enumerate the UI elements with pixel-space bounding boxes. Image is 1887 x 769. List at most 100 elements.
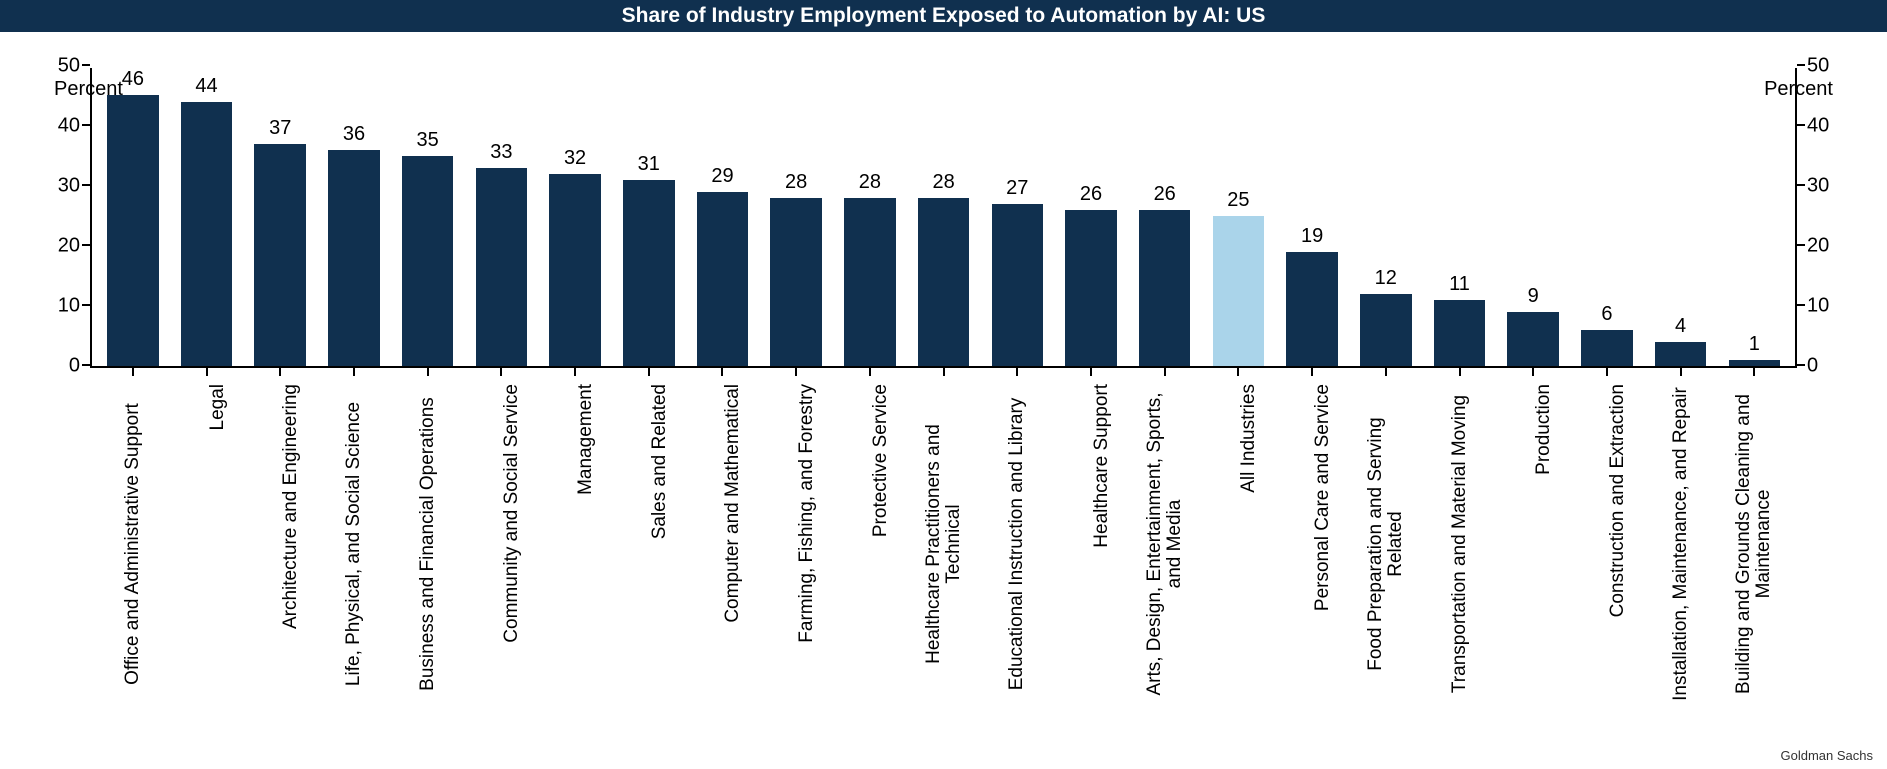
bar-slot: 46: [96, 68, 170, 366]
bar: [1507, 312, 1559, 366]
bar: [1065, 210, 1117, 366]
y-tick-mark: [1797, 184, 1805, 186]
x-tick-mark: [1164, 368, 1166, 376]
x-tick-mark: [427, 368, 429, 376]
x-category-label: Computer and Mathematical: [722, 384, 744, 623]
bar-value-label: 11: [1449, 273, 1470, 296]
x-category-label: Business and Financial Operations: [418, 384, 438, 704]
y-tick-mark: [1797, 364, 1805, 366]
bar-slot: 26: [1054, 68, 1128, 366]
x-label-slot: Management: [538, 374, 612, 714]
x-category-label: Management: [575, 384, 597, 495]
x-tick-mark: [132, 368, 134, 376]
x-category-label: Production: [1533, 384, 1555, 475]
x-category-label: Healthcare Support: [1091, 384, 1113, 548]
y-tick-mark: [82, 64, 90, 66]
chart-container: Percent Percent 01020304050 01020304050 …: [30, 68, 1857, 714]
bar-value-label: 6: [1601, 303, 1612, 326]
bar-value-label: 1: [1749, 333, 1760, 356]
bar: [992, 204, 1044, 366]
x-label-slot: All Industries: [1202, 374, 1276, 714]
bar-value-label: 27: [1006, 177, 1028, 200]
x-label-slot: Protective Service: [833, 374, 907, 714]
bar-slot: 35: [391, 68, 465, 366]
bar-value-label: 25: [1227, 189, 1249, 212]
x-category-label: Installation, Maintenance, and Repair: [1671, 384, 1691, 704]
y-tick-mark: [1797, 244, 1805, 246]
bar-slot: 25: [1202, 68, 1276, 366]
x-category-label: Sales and Related: [649, 384, 671, 539]
y-tick-label: 10: [50, 295, 80, 318]
y-tick-label: 40: [50, 115, 80, 138]
x-label-slot: Personal Care and Service: [1275, 374, 1349, 714]
x-tick-mark: [1532, 368, 1534, 376]
x-label-slot: Production: [1496, 374, 1570, 714]
bar: [181, 102, 233, 366]
x-category-label: Educational Instruction and Library: [1007, 384, 1027, 704]
bar-value-label: 44: [195, 75, 217, 98]
x-tick-mark: [1753, 368, 1755, 376]
bar-slot: 26: [1128, 68, 1202, 366]
bar-value-label: 26: [1154, 183, 1176, 206]
x-label-slot: Construction and Extraction: [1570, 374, 1644, 714]
bar-slot: 4: [1644, 68, 1718, 366]
y-tick-label: 10: [1807, 295, 1837, 318]
x-label-slot: Healthcare Support: [1054, 374, 1128, 714]
x-tick-mark: [943, 368, 945, 376]
y-tick-mark: [1797, 304, 1805, 306]
bar: [918, 198, 970, 366]
bar: [254, 144, 306, 366]
bar-slot: 44: [170, 68, 244, 366]
x-tick-mark: [1090, 368, 1092, 376]
bar: [770, 198, 822, 366]
x-tick-mark: [500, 368, 502, 376]
bar-value-label: 28: [785, 171, 807, 194]
bar-slot: 28: [833, 68, 907, 366]
x-category-label: Arts, Design, Entertainment, Sports, and…: [1145, 384, 1185, 704]
source-credit: Goldman Sachs: [1781, 748, 1874, 763]
x-label-slot: Office and Administrative Support: [96, 374, 170, 714]
bar-slot: 37: [243, 68, 317, 366]
x-label-slot: Arts, Design, Entertainment, Sports, and…: [1128, 374, 1202, 714]
x-category-label: Farming, Fishing, and Forestry: [796, 384, 818, 643]
bar-slot: 28: [907, 68, 981, 366]
x-category-label: Office and Administrative Support: [123, 384, 143, 704]
x-label-slot: Healthcare Practitioners and Technical: [907, 374, 981, 714]
x-category-label: Legal: [207, 384, 229, 431]
x-tick-mark: [279, 368, 281, 376]
bar-slot: 31: [612, 68, 686, 366]
bar-value-label: 32: [564, 147, 586, 170]
bar: [1655, 342, 1707, 366]
x-tick-mark: [1311, 368, 1313, 376]
x-category-label: Construction and Extraction: [1607, 384, 1629, 617]
y-tick-mark: [82, 244, 90, 246]
y-tick-mark: [82, 304, 90, 306]
x-category-label: Food Preparation and Serving Related: [1366, 384, 1406, 704]
bar-slot: 29: [686, 68, 760, 366]
x-category-label: Healthcare Practitioners and Technical: [924, 384, 964, 704]
bar-value-label: 4: [1675, 315, 1686, 338]
x-label-slot: Installation, Maintenance, and Repair: [1644, 374, 1718, 714]
x-label-slot: Architecture and Engineering: [243, 374, 317, 714]
x-category-label: Protective Service: [870, 384, 892, 537]
x-category-label: Life, Physical, and Social Science: [344, 384, 364, 704]
x-tick-mark: [1459, 368, 1461, 376]
x-tick-mark: [353, 368, 355, 376]
y-tick-label: 0: [50, 355, 80, 378]
bar-slot: 12: [1349, 68, 1423, 366]
y-tick-label: 30: [50, 175, 80, 198]
x-category-label: Community and Social Service: [501, 384, 523, 643]
bar-slot: 27: [980, 68, 1054, 366]
bar-slot: 11: [1423, 68, 1497, 366]
bar-value-label: 9: [1528, 285, 1539, 308]
x-category-label: Architecture and Engineering: [280, 384, 302, 629]
x-tick-mark: [648, 368, 650, 376]
x-tick-mark: [1606, 368, 1608, 376]
x-tick-mark: [1385, 368, 1387, 376]
y-tick-mark: [1797, 124, 1805, 126]
bar-value-label: 33: [490, 141, 512, 164]
x-category-label: Transportation and Material Moving: [1450, 384, 1470, 704]
y-tick-label: 30: [1807, 175, 1837, 198]
x-label-slot: Farming, Fishing, and Forestry: [759, 374, 833, 714]
bar: [1360, 294, 1412, 366]
